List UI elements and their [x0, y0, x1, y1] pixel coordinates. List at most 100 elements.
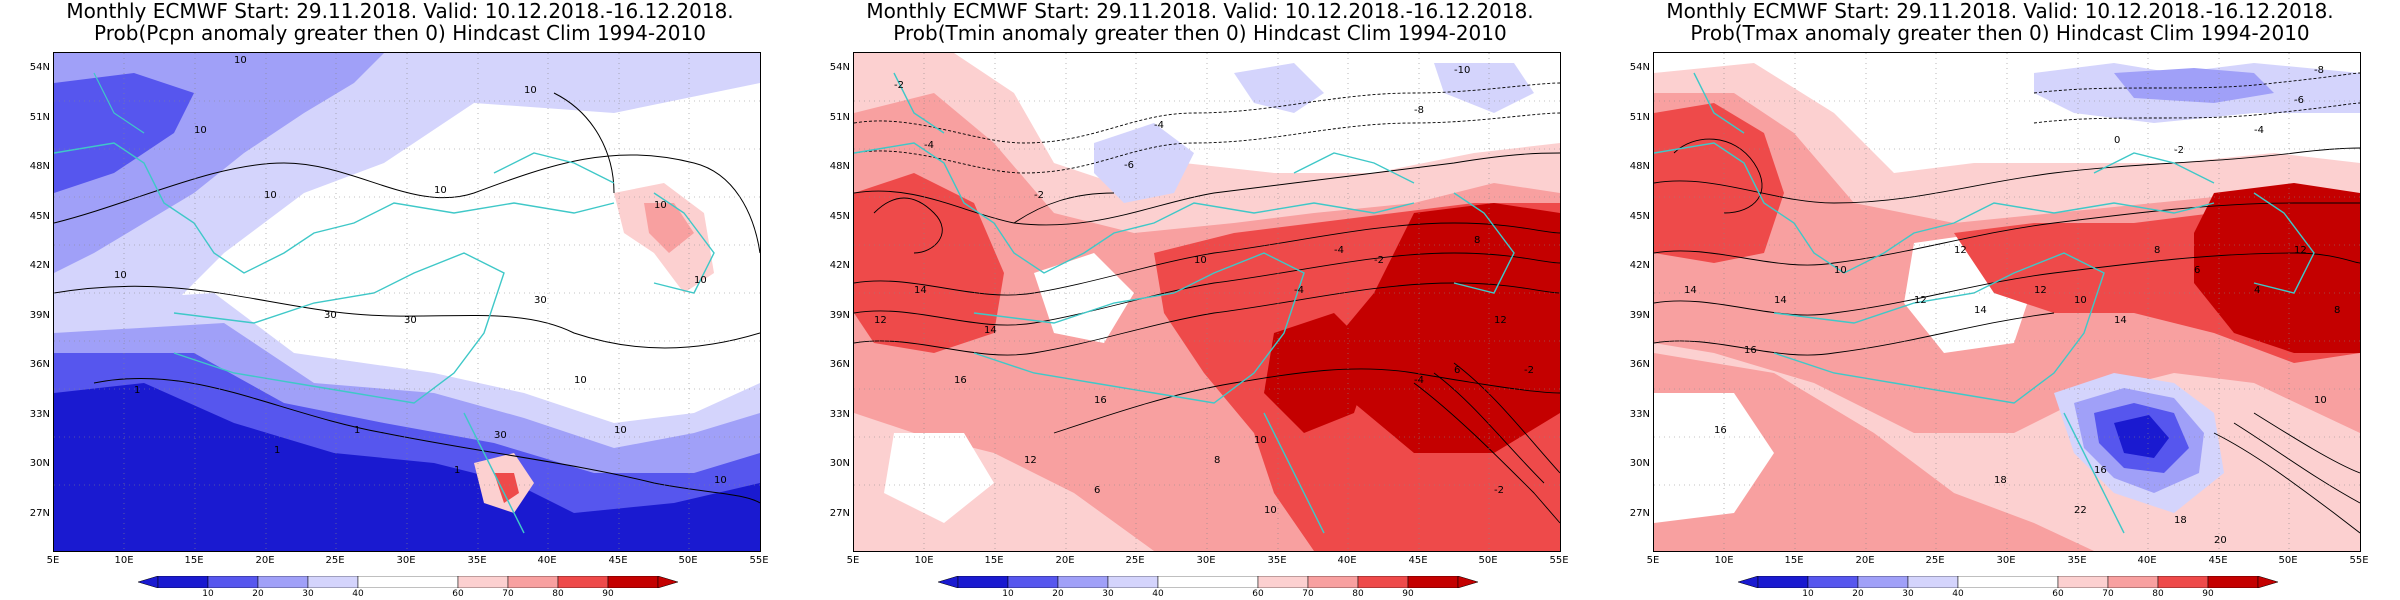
contour-label: -4 [924, 140, 934, 151]
panel-title: Monthly ECMWF Start: 29.11.2018. Valid: … [1600, 0, 2400, 44]
contour-label: 1 [354, 425, 360, 436]
lon-label: 10E [1714, 555, 1734, 566]
contour-label: 14 [984, 325, 997, 336]
contour-label: 10 [434, 185, 447, 196]
contour-label: -4 [2254, 125, 2264, 136]
contour-label: -2 [1494, 485, 1504, 496]
colorbar-label: 20 [252, 589, 264, 599]
contour-label: -8 [2314, 65, 2324, 76]
contour-label: -4 [1334, 245, 1344, 256]
lat-label: 54N [829, 62, 850, 73]
map-area[interactable]: 10 10 10 10 10 30 30 30 10 10 1 1 10 10 … [53, 52, 761, 552]
lat-label: 27N [829, 508, 850, 519]
colorbar-label: 20 [1052, 589, 1064, 599]
lat-label: 45N [1629, 211, 1650, 222]
contour-label: 10 [1264, 505, 1277, 516]
contour-label: 8 [2334, 305, 2340, 316]
contour-label: 10 [524, 85, 537, 96]
lat-label: 39N [29, 310, 50, 321]
contour-label: -4 [1154, 120, 1164, 131]
lon-label: 55E [1549, 555, 1569, 566]
lon-label: 10E [914, 555, 934, 566]
contour-label: 14 [1774, 295, 1787, 306]
contour-label: 8 [1214, 455, 1220, 466]
colorbar-label: 90 [1402, 589, 1414, 599]
colorbar-label: 30 [1102, 589, 1114, 599]
contour-label: 10 [2074, 295, 2087, 306]
lat-label: 30N [1629, 458, 1650, 469]
contour-label: 6 [2194, 265, 2200, 276]
lon-label: 45E [608, 555, 628, 566]
colorbar-label: 30 [1902, 589, 1914, 599]
title-line-1: Monthly ECMWF Start: 29.11.2018. Valid: … [66, 0, 734, 23]
lat-label: 42N [1629, 260, 1650, 271]
contour-label: 10 [714, 475, 727, 486]
lon-label: 5E [1646, 555, 1660, 566]
lon-label: 5E [846, 555, 860, 566]
lon-label: 35E [467, 555, 487, 566]
lat-label: 27N [29, 508, 50, 519]
panel-pcpn: Monthly ECMWF Start: 29.11.2018. Valid: … [0, 0, 800, 600]
lat-label: 54N [1629, 62, 1650, 73]
contour-label: 1 [134, 385, 140, 396]
colorbar-label: 70 [1302, 589, 1314, 599]
contour-label: 30 [324, 310, 337, 321]
lat-label: 48N [829, 161, 850, 172]
lat-label: 48N [29, 161, 50, 172]
contour-label: 10 [694, 275, 707, 286]
lon-label: 25E [1925, 555, 1945, 566]
colorbar-label: 60 [1252, 589, 1264, 599]
lat-label: 39N [1629, 310, 1650, 321]
colorbar-label: 90 [602, 589, 614, 599]
contour-label: 12 [1494, 315, 1507, 326]
title-line-2: Prob(Tmax anomaly greater then 0) Hindca… [1690, 21, 2310, 45]
contour-label: 18 [2174, 515, 2187, 526]
contour-label: -8 [1414, 105, 1424, 116]
contour-label: -2 [1374, 255, 1384, 266]
lat-label: 36N [29, 359, 50, 370]
contour-label: 10 [234, 55, 247, 66]
contour-label: -4 [1294, 285, 1304, 296]
colorbar-label: 70 [502, 589, 514, 599]
colorbar [138, 576, 678, 588]
contour-label: -10 [1454, 65, 1470, 76]
contour-label: 30 [404, 315, 417, 326]
contour-label: 0 [2114, 135, 2120, 146]
contour-label: 30 [494, 430, 507, 441]
contour-label: 12 [874, 315, 887, 326]
lat-label: 48N [1629, 161, 1650, 172]
lon-label: 35E [2067, 555, 2087, 566]
map-area[interactable]: -2 -10 -8 -4 -2 -4 -6 14 12 14 16 16 10 … [853, 52, 1561, 552]
colorbar-label: 90 [2202, 589, 2214, 599]
lat-label: 30N [829, 458, 850, 469]
contour-label: -2 [894, 80, 904, 91]
panel-title: Monthly ECMWF Start: 29.11.2018. Valid: … [800, 0, 1600, 44]
contour-label: -2 [2174, 145, 2184, 156]
colorbar-label: 30 [302, 589, 314, 599]
contour-label: 10 [614, 425, 627, 436]
panel-tmin: Monthly ECMWF Start: 29.11.2018. Valid: … [800, 0, 1600, 600]
contour-label: 10 [194, 125, 207, 136]
lat-label: 33N [829, 409, 850, 420]
contour-label: 16 [1744, 345, 1757, 356]
lat-label: 51N [1629, 112, 1650, 123]
contour-label: 8 [1474, 235, 1480, 246]
colorbar-label: 40 [1952, 589, 1964, 599]
contour-label: 1 [454, 465, 460, 476]
colorbar-label: 80 [2152, 589, 2164, 599]
lat-label: 30N [29, 458, 50, 469]
contour-label: 10 [574, 375, 587, 386]
colorbar [1738, 576, 2278, 588]
contour-label: 12 [1954, 245, 1967, 256]
contour-label: 16 [1714, 425, 1727, 436]
contour-label: -6 [1124, 160, 1134, 171]
map-area[interactable]: -8 -6 -4 -2 0 14 12 10 14 16 16 18 20 22… [1653, 52, 2361, 552]
contour-label: 16 [2094, 465, 2107, 476]
lat-label: 54N [29, 62, 50, 73]
colorbar-label: 80 [552, 589, 564, 599]
lon-label: 10E [114, 555, 134, 566]
contour-label: 10 [654, 200, 667, 211]
panel-title: Monthly ECMWF Start: 29.11.2018. Valid: … [0, 0, 800, 44]
lat-label: 36N [1629, 359, 1650, 370]
contour-label: -2 [1524, 365, 1534, 376]
